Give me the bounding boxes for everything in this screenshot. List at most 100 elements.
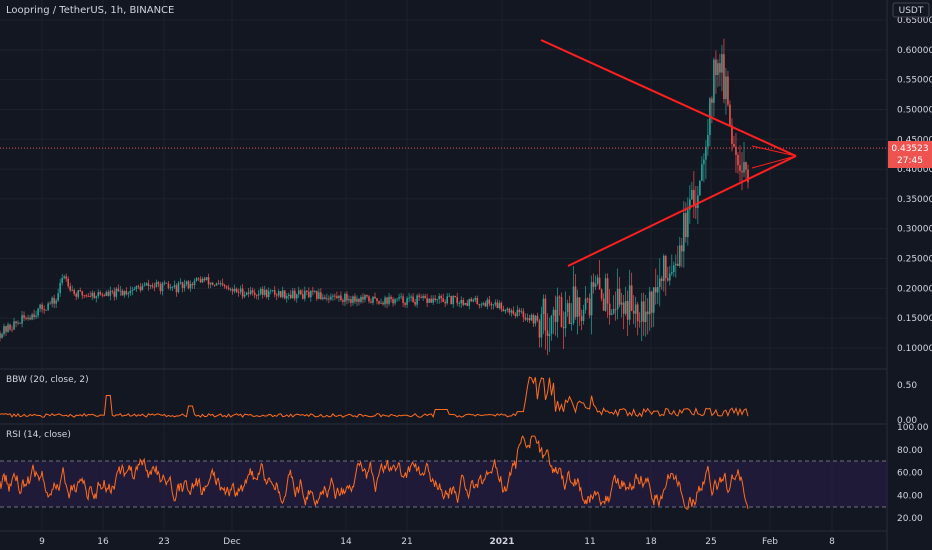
candle-body <box>340 295 342 301</box>
candle-body <box>668 273 671 281</box>
candle-body <box>141 285 144 291</box>
candle-body <box>302 294 304 299</box>
candle-body <box>675 263 677 266</box>
candle-body <box>656 287 659 293</box>
bbw-tick-label: 0.50 <box>897 381 917 391</box>
candle-body <box>324 297 326 299</box>
candle-body <box>255 295 258 296</box>
candle-body <box>412 296 414 303</box>
candle-body <box>580 316 583 321</box>
candle-body <box>175 285 178 293</box>
candle-body <box>342 300 344 302</box>
candle-body <box>231 289 234 292</box>
candle-body <box>77 290 80 297</box>
candle-body <box>494 302 497 305</box>
candle-body <box>410 296 412 298</box>
bbw-series <box>0 376 749 418</box>
candle-body <box>739 165 741 171</box>
candle-body <box>584 298 587 310</box>
candle-body <box>480 304 483 306</box>
rsi-tick-label: 60.00 <box>897 469 923 479</box>
candle-body <box>518 309 521 313</box>
bbw-title: BBW (20, close, 2) <box>6 375 89 385</box>
candle-body <box>173 285 176 287</box>
candle-body <box>516 309 519 316</box>
candle-body <box>83 295 86 297</box>
candle-body <box>306 290 308 292</box>
candle-body <box>699 180 701 196</box>
candle-body <box>227 287 230 290</box>
candle-body <box>500 302 503 310</box>
price-axis: 0.65000 0.60000 0.55000 0.50000 0.45000 0.400… <box>897 16 932 354</box>
candle-body <box>430 298 432 303</box>
candle-body <box>558 296 561 298</box>
candle-body <box>370 301 372 303</box>
candle-body <box>596 277 599 284</box>
candle-body <box>171 286 174 288</box>
candle-body <box>93 292 96 298</box>
candle-body <box>1 334 3 338</box>
candle-body <box>107 292 110 296</box>
candle-body <box>225 286 228 288</box>
time-tick-label: 14 <box>340 537 352 547</box>
candle-body <box>326 298 328 300</box>
rsi-tick-label: 100.00 <box>897 423 929 433</box>
candle-body <box>648 291 651 315</box>
candle-body <box>436 299 438 301</box>
candle-body <box>644 311 647 323</box>
candle-body <box>400 296 402 298</box>
candle-body <box>418 295 420 297</box>
candle-body <box>422 295 424 298</box>
candle-body <box>27 317 29 319</box>
candle-body <box>219 283 222 285</box>
candle-body <box>297 290 300 295</box>
candle-body <box>554 309 557 322</box>
price-tick-label: 0.60000 <box>897 46 932 56</box>
lower-trendline <box>567 155 797 267</box>
candle-body <box>610 313 613 315</box>
candle-body <box>638 321 641 322</box>
candle-body <box>526 318 529 320</box>
candle-body <box>245 292 248 295</box>
candle-body <box>604 278 607 311</box>
candle-body <box>13 321 15 330</box>
candle-body <box>121 290 124 296</box>
candle-body <box>316 291 318 299</box>
candle-body <box>392 299 394 304</box>
candle-body <box>21 315 23 324</box>
candle-body <box>322 297 324 299</box>
candle-body <box>683 213 685 252</box>
candle-body <box>57 293 59 301</box>
candle-body <box>548 333 551 336</box>
candle-body <box>426 298 428 303</box>
upper-trendline <box>540 39 797 157</box>
candle-body <box>715 59 717 75</box>
candle-body <box>390 296 392 300</box>
candle-body <box>251 290 254 293</box>
candle-body <box>247 292 250 294</box>
candle-body <box>221 283 224 286</box>
candle-body <box>456 297 459 304</box>
trendline-marker <box>751 155 797 169</box>
candle-body <box>444 301 446 304</box>
bbw-axis: 0.50 0.00 <box>897 381 917 426</box>
candle-body <box>496 302 499 309</box>
candle-body <box>11 329 13 331</box>
candle-body <box>79 290 82 292</box>
candle-body <box>701 164 703 181</box>
candle-body <box>434 298 436 301</box>
time-tick-label: 16 <box>97 537 109 547</box>
candle-body <box>572 286 575 323</box>
candle-body <box>578 297 581 317</box>
candle-body <box>490 303 493 306</box>
candle-body <box>253 292 256 296</box>
price-tick-label: 0.30000 <box>897 225 932 235</box>
candle-body <box>45 309 47 311</box>
candle-body <box>275 294 278 296</box>
candle-body <box>183 284 186 288</box>
time-tick-label: 25 <box>705 537 716 547</box>
candle-body <box>157 282 160 285</box>
candle-body <box>155 282 158 288</box>
candle-body <box>300 290 302 295</box>
